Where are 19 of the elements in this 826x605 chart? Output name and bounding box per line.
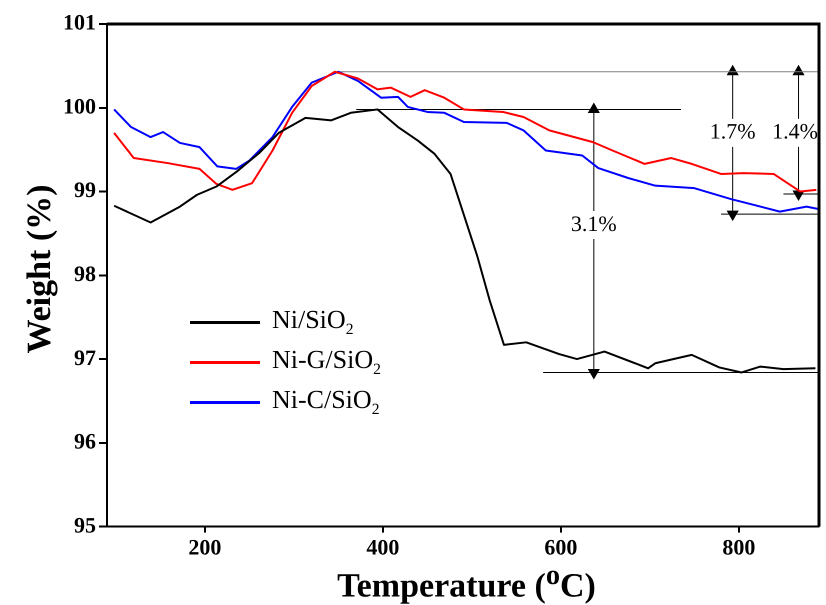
- legend-label: Ni/SiO$_{2}$: [272, 304, 354, 340]
- x-tick-label: 400: [366, 534, 400, 560]
- annotation: 1.7%: [710, 118, 756, 144]
- y-tick-label: 98: [74, 260, 96, 286]
- legend-label: Ni-C/SiO$_{2}$: [272, 384, 380, 420]
- x-tick-label: 600: [544, 534, 578, 560]
- x-tick-label: 800: [722, 534, 756, 560]
- y-tick-label: 100: [63, 93, 96, 118]
- y-tick-label: 99: [74, 177, 96, 202]
- y-tick-label: 95: [74, 512, 96, 538]
- y-tick-label: 97: [74, 344, 96, 370]
- y-tick-label: 96: [74, 428, 96, 454]
- annotation: 3.1%: [570, 210, 617, 236]
- y-axis-title: Weight (%): [21, 183, 59, 356]
- x-tick-label: 200: [188, 534, 222, 560]
- x-axis-title: Temperature ($^{o}$C): [336, 560, 597, 605]
- legend-label: Ni-G/SiO$_{2}$: [272, 344, 381, 380]
- y-tick-label: 101: [63, 10, 96, 35]
- annotation: 1.4%: [772, 118, 818, 144]
